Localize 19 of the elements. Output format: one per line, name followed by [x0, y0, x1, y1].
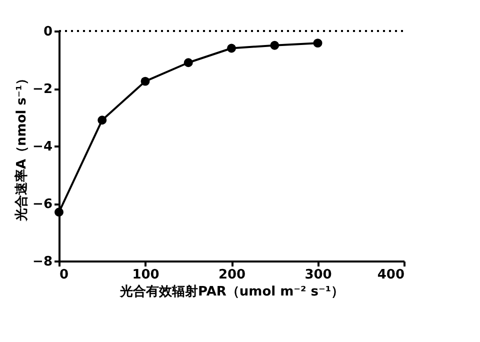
x-tick-label: 300 [304, 268, 332, 282]
point [54, 208, 64, 217]
x-axis-title: 光合有效辐射PAR（umol m⁻² s⁻¹） [118, 284, 344, 300]
x-tick-label: 0 [60, 268, 69, 282]
point [227, 44, 236, 53]
point [184, 58, 193, 68]
y-axis-title: 光合速率A（nmol s⁻¹） [14, 72, 30, 222]
y-tick-label: −4 [32, 140, 52, 154]
point [140, 76, 150, 86]
x-tick-label: 200 [218, 268, 246, 282]
x-tick-label: 400 [377, 268, 404, 282]
point [270, 40, 280, 50]
y-tick-label: −2 [32, 82, 52, 97]
point [313, 38, 322, 48]
y-tick-label: 0 [43, 24, 52, 40]
x-tick-label: 100 [132, 268, 160, 282]
y-tick-label: −8 [32, 254, 52, 270]
y-tick-label: −6 [32, 197, 52, 212]
point [98, 116, 107, 125]
